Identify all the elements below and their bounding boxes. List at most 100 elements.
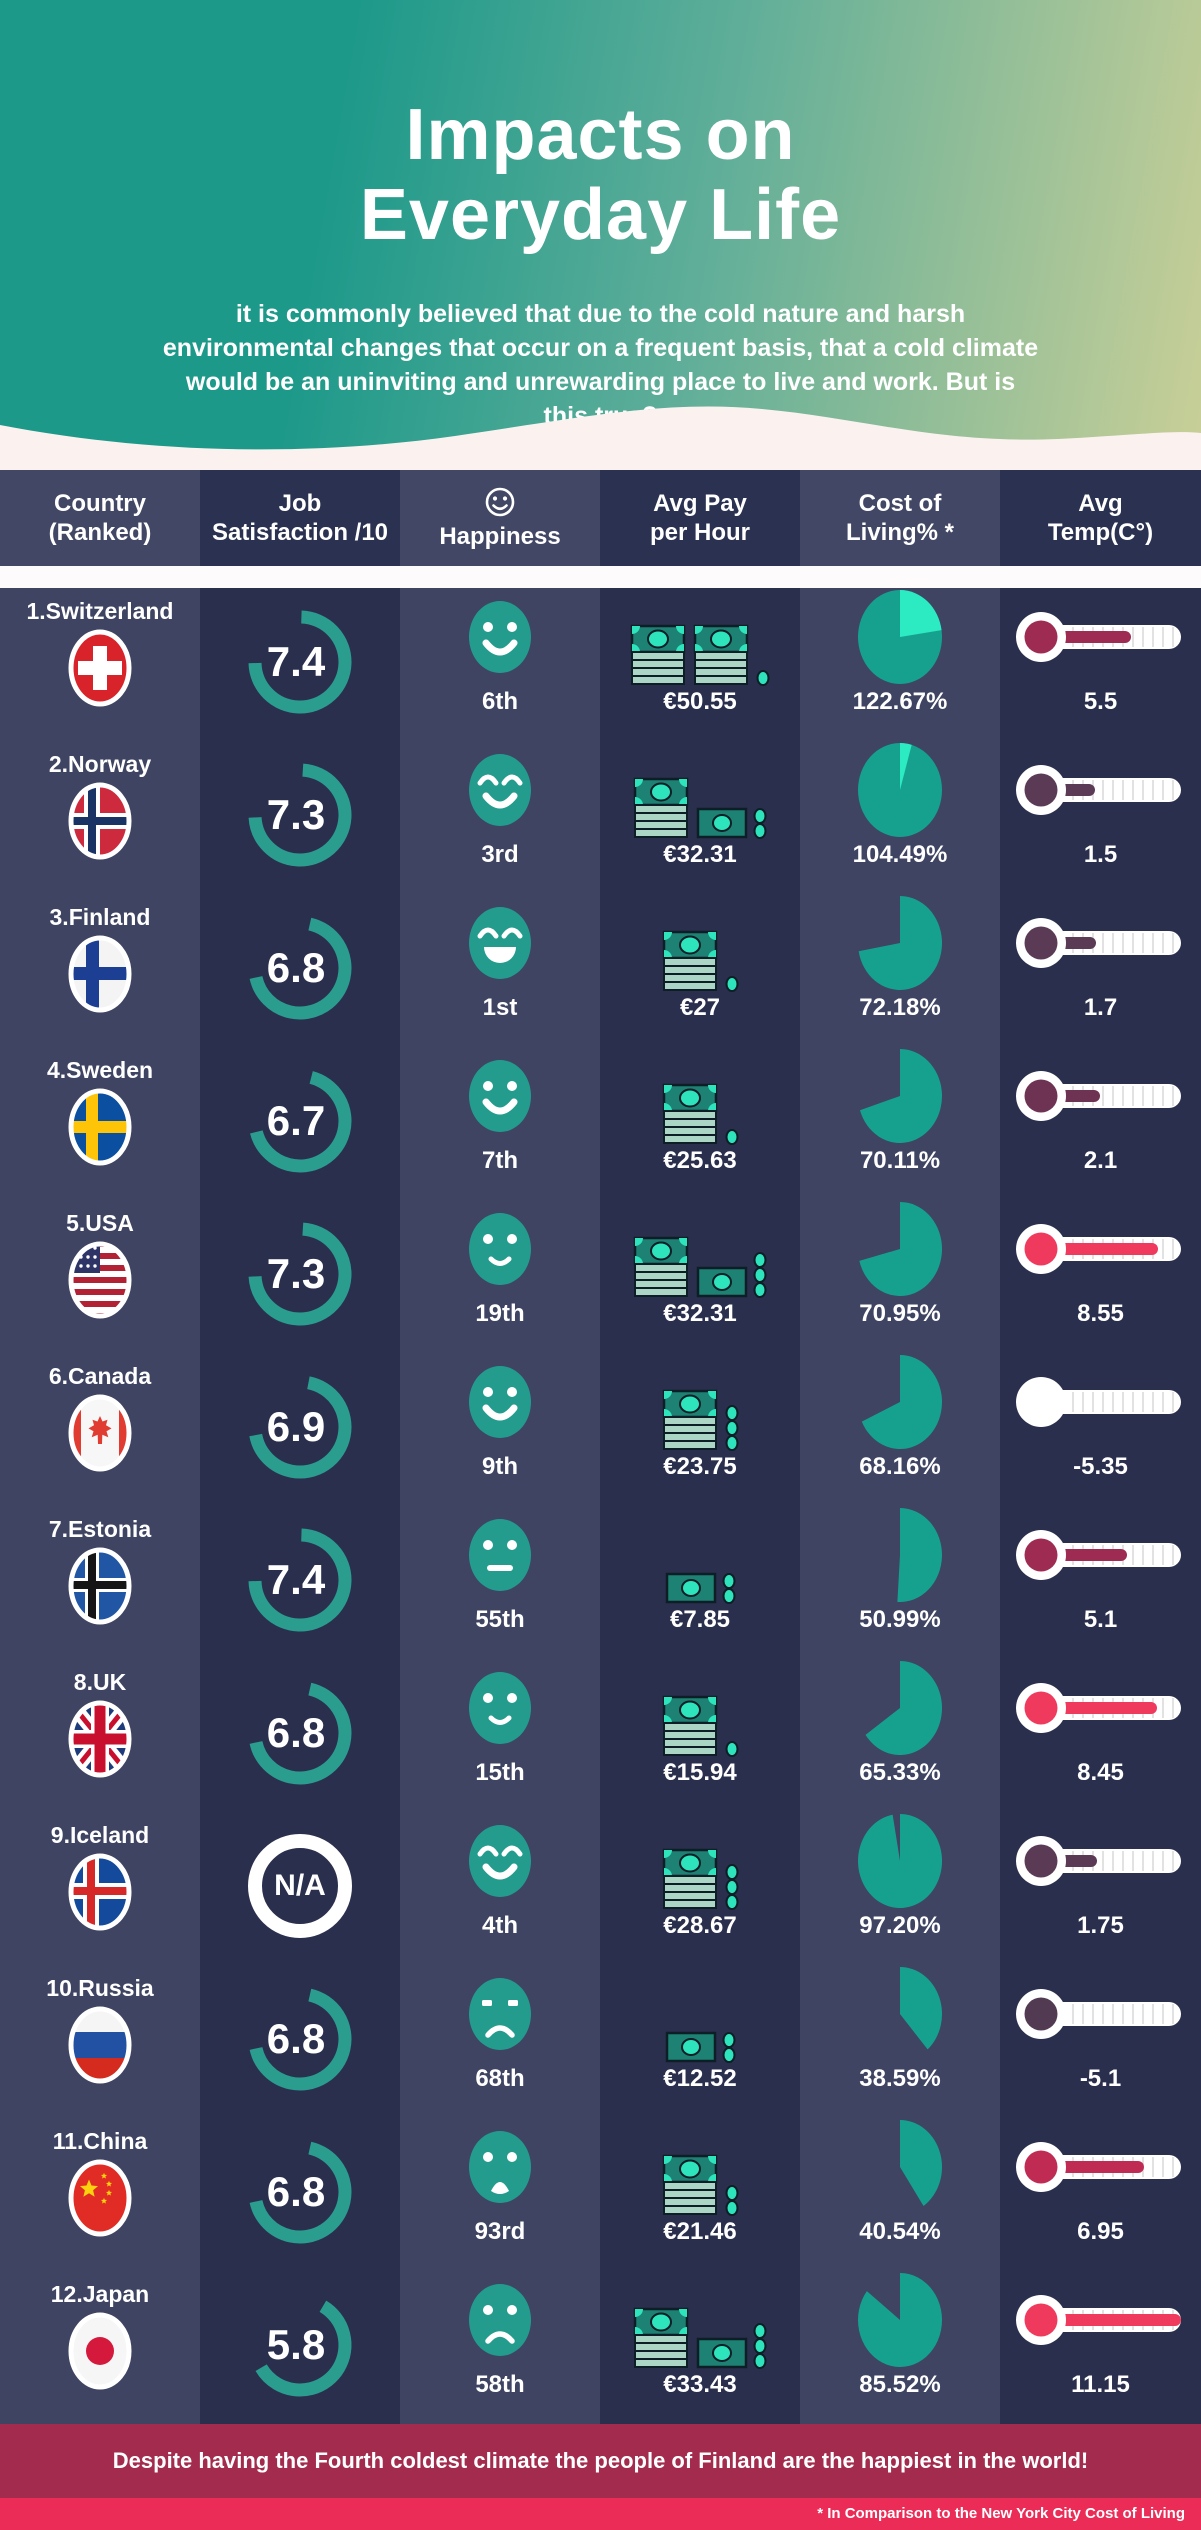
job-satisfaction-gauge: 5.8: [242, 2287, 358, 2403]
money-icon: [662, 1047, 739, 1145]
avg-temp-cell: 5.5: [1000, 588, 1201, 741]
flag-icon: [68, 2006, 132, 2084]
table-row: 3.Finland 6.8 1st €27 72.18% 1.7: [0, 894, 1201, 1047]
cost-of-living-value: 85.52%: [859, 2371, 941, 2398]
cost-of-living-cell: 70.11%: [800, 1047, 1000, 1200]
thermometer-icon: [1013, 2118, 1189, 2216]
job-satisfaction-value: 6.8: [266, 2015, 326, 2062]
money-icon: [633, 741, 767, 839]
finland-flag: [68, 935, 132, 1013]
money-icon: [665, 1965, 736, 2063]
country-cell: 4.Sweden: [0, 1047, 200, 1200]
table-body: 1.Switzerland 7.4 6th €50.55 122.67% 5.5: [0, 588, 1201, 2424]
avg-pay-cell: €7.85: [600, 1506, 800, 1659]
job-satisfaction-gauge: N/A: [242, 1828, 358, 1944]
flag-icon: [68, 629, 132, 707]
uk-flag: [68, 1700, 132, 1778]
table-row: 1.Switzerland 7.4 6th €50.55 122.67% 5.5: [0, 588, 1201, 741]
cost-of-living-cell: 50.99%: [800, 1506, 1000, 1659]
job-satisfaction-value: 5.8: [266, 2321, 326, 2368]
column-header-avg-pay-label: Avg Pay per Hour: [649, 490, 750, 546]
switzerland-flag: [68, 629, 132, 707]
column-header-country-label: Country (Ranked): [48, 490, 152, 546]
avg-temp-cell: -5.1: [1000, 1965, 1201, 2118]
happiness-face-icon: [467, 1659, 533, 1757]
happiness-face-icon: [467, 1506, 533, 1604]
happiness-cell: 58th: [400, 2271, 600, 2424]
job-satisfaction-cell: N/A: [200, 1812, 400, 1965]
cost-of-living-cell: 122.67%: [800, 588, 1000, 741]
money-icon: [662, 2118, 739, 2216]
thermometer-icon: [1013, 1353, 1189, 1451]
country-label: 11.China: [52, 2128, 148, 2154]
money-icon: [662, 1812, 739, 1910]
table-row: 9.Iceland N/A 4th €28.67 97.20% 1.75: [0, 1812, 1201, 1965]
avg-pay-cell: €21.46: [600, 2118, 800, 2271]
column-header-avg-pay: Avg Pay per Hour: [600, 470, 800, 566]
avg-temp-value: 1.75: [1077, 1912, 1124, 1939]
avg-temp-value: 6.95: [1077, 2218, 1124, 2245]
happiness-rank: 55th: [475, 1606, 525, 1633]
happiness-face-icon: [467, 1812, 533, 1910]
country-label: 4.Sweden: [46, 1057, 154, 1083]
japan-flag: [68, 2312, 132, 2390]
cost-of-living-cell: 104.49%: [800, 741, 1000, 894]
avg-pay-value: €15.94: [663, 1759, 737, 1786]
table-header: Country (Ranked) Job Satisfaction /10 Ha…: [0, 470, 1201, 566]
cost-of-living-cell: 97.20%: [800, 1812, 1000, 1965]
money-icon: [665, 1506, 736, 1604]
avg-pay-cell: €32.31: [600, 1200, 800, 1353]
avg-temp-cell: 1.75: [1000, 1812, 1201, 1965]
avg-pay-value: €25.63: [663, 1147, 737, 1174]
country-cell: 7.Estonia: [0, 1506, 200, 1659]
column-header-avg-temp: Avg Temp(C°): [1000, 470, 1201, 566]
avg-pay-value: €28.67: [663, 1912, 737, 1939]
avg-pay-value: €7.85: [669, 1606, 731, 1633]
footnote: * In Comparison to the New York City Cos…: [0, 2498, 1201, 2530]
avg-temp-cell: 6.95: [1000, 2118, 1201, 2271]
cost-of-living-pie-icon: [855, 1659, 945, 1757]
job-satisfaction-gauge: 7.4: [242, 604, 358, 720]
table-row: 10.Russia 6.8 68th €12.52 38.59% -5.1: [0, 1965, 1201, 2118]
happiness-cell: 68th: [400, 1965, 600, 2118]
job-satisfaction-gauge: 6.8: [242, 910, 358, 1026]
avg-temp-value: 1.7: [1083, 994, 1118, 1021]
happiness-cell: 6th: [400, 588, 600, 741]
happiness-face-icon: [467, 1200, 533, 1298]
avg-temp-value: 5.1: [1083, 1606, 1118, 1633]
canada-flag: [68, 1394, 132, 1472]
avg-temp-cell: 8.55: [1000, 1200, 1201, 1353]
country-cell: 6.Canada: [0, 1353, 200, 1506]
country-cell: 10.Russia: [0, 1965, 200, 2118]
job-satisfaction-value: 7.3: [266, 1250, 326, 1297]
avg-pay-value: €27: [679, 994, 721, 1021]
job-satisfaction-cell: 7.4: [200, 588, 400, 741]
avg-temp-value: 1.5: [1083, 841, 1118, 868]
job-satisfaction-gauge: 7.4: [242, 1522, 358, 1638]
job-satisfaction-value: 6.8: [266, 2168, 326, 2215]
happiness-rank: 68th: [475, 2065, 525, 2092]
flag-icon: [68, 1241, 132, 1319]
avg-pay-cell: €12.52: [600, 1965, 800, 2118]
cost-of-living-value: 65.33%: [859, 1759, 941, 1786]
job-satisfaction-value: 7.4: [266, 638, 326, 685]
table-row: 7.Estonia 7.4 55th €7.85 50.99% 5.1: [0, 1506, 1201, 1659]
page-subtitle: it is commonly believed that due to the …: [162, 300, 1039, 430]
avg-temp-cell: 1.7: [1000, 894, 1201, 1047]
avg-pay-value: €33.43: [663, 2371, 737, 2398]
job-satisfaction-cell: 5.8: [200, 2271, 400, 2424]
avg-temp-value: 8.45: [1077, 1759, 1124, 1786]
thermometer-icon: [1013, 894, 1189, 992]
avg-pay-value: €12.52: [663, 2065, 737, 2092]
column-header-cost-of-living-label: Cost of Living% *: [845, 490, 954, 546]
country-cell: 3.Finland: [0, 894, 200, 1047]
happiness-cell: 15th: [400, 1659, 600, 1812]
happiness-rank: 7th: [482, 1147, 518, 1174]
flag-icon: [68, 1394, 132, 1472]
cost-of-living-value: 68.16%: [859, 1453, 941, 1480]
flag-icon: [68, 2159, 132, 2237]
wave-decoration: [0, 406, 1201, 470]
avg-pay-cell: €25.63: [600, 1047, 800, 1200]
happiness-face-icon: [467, 2118, 533, 2216]
happiness-face-icon: [467, 741, 533, 839]
